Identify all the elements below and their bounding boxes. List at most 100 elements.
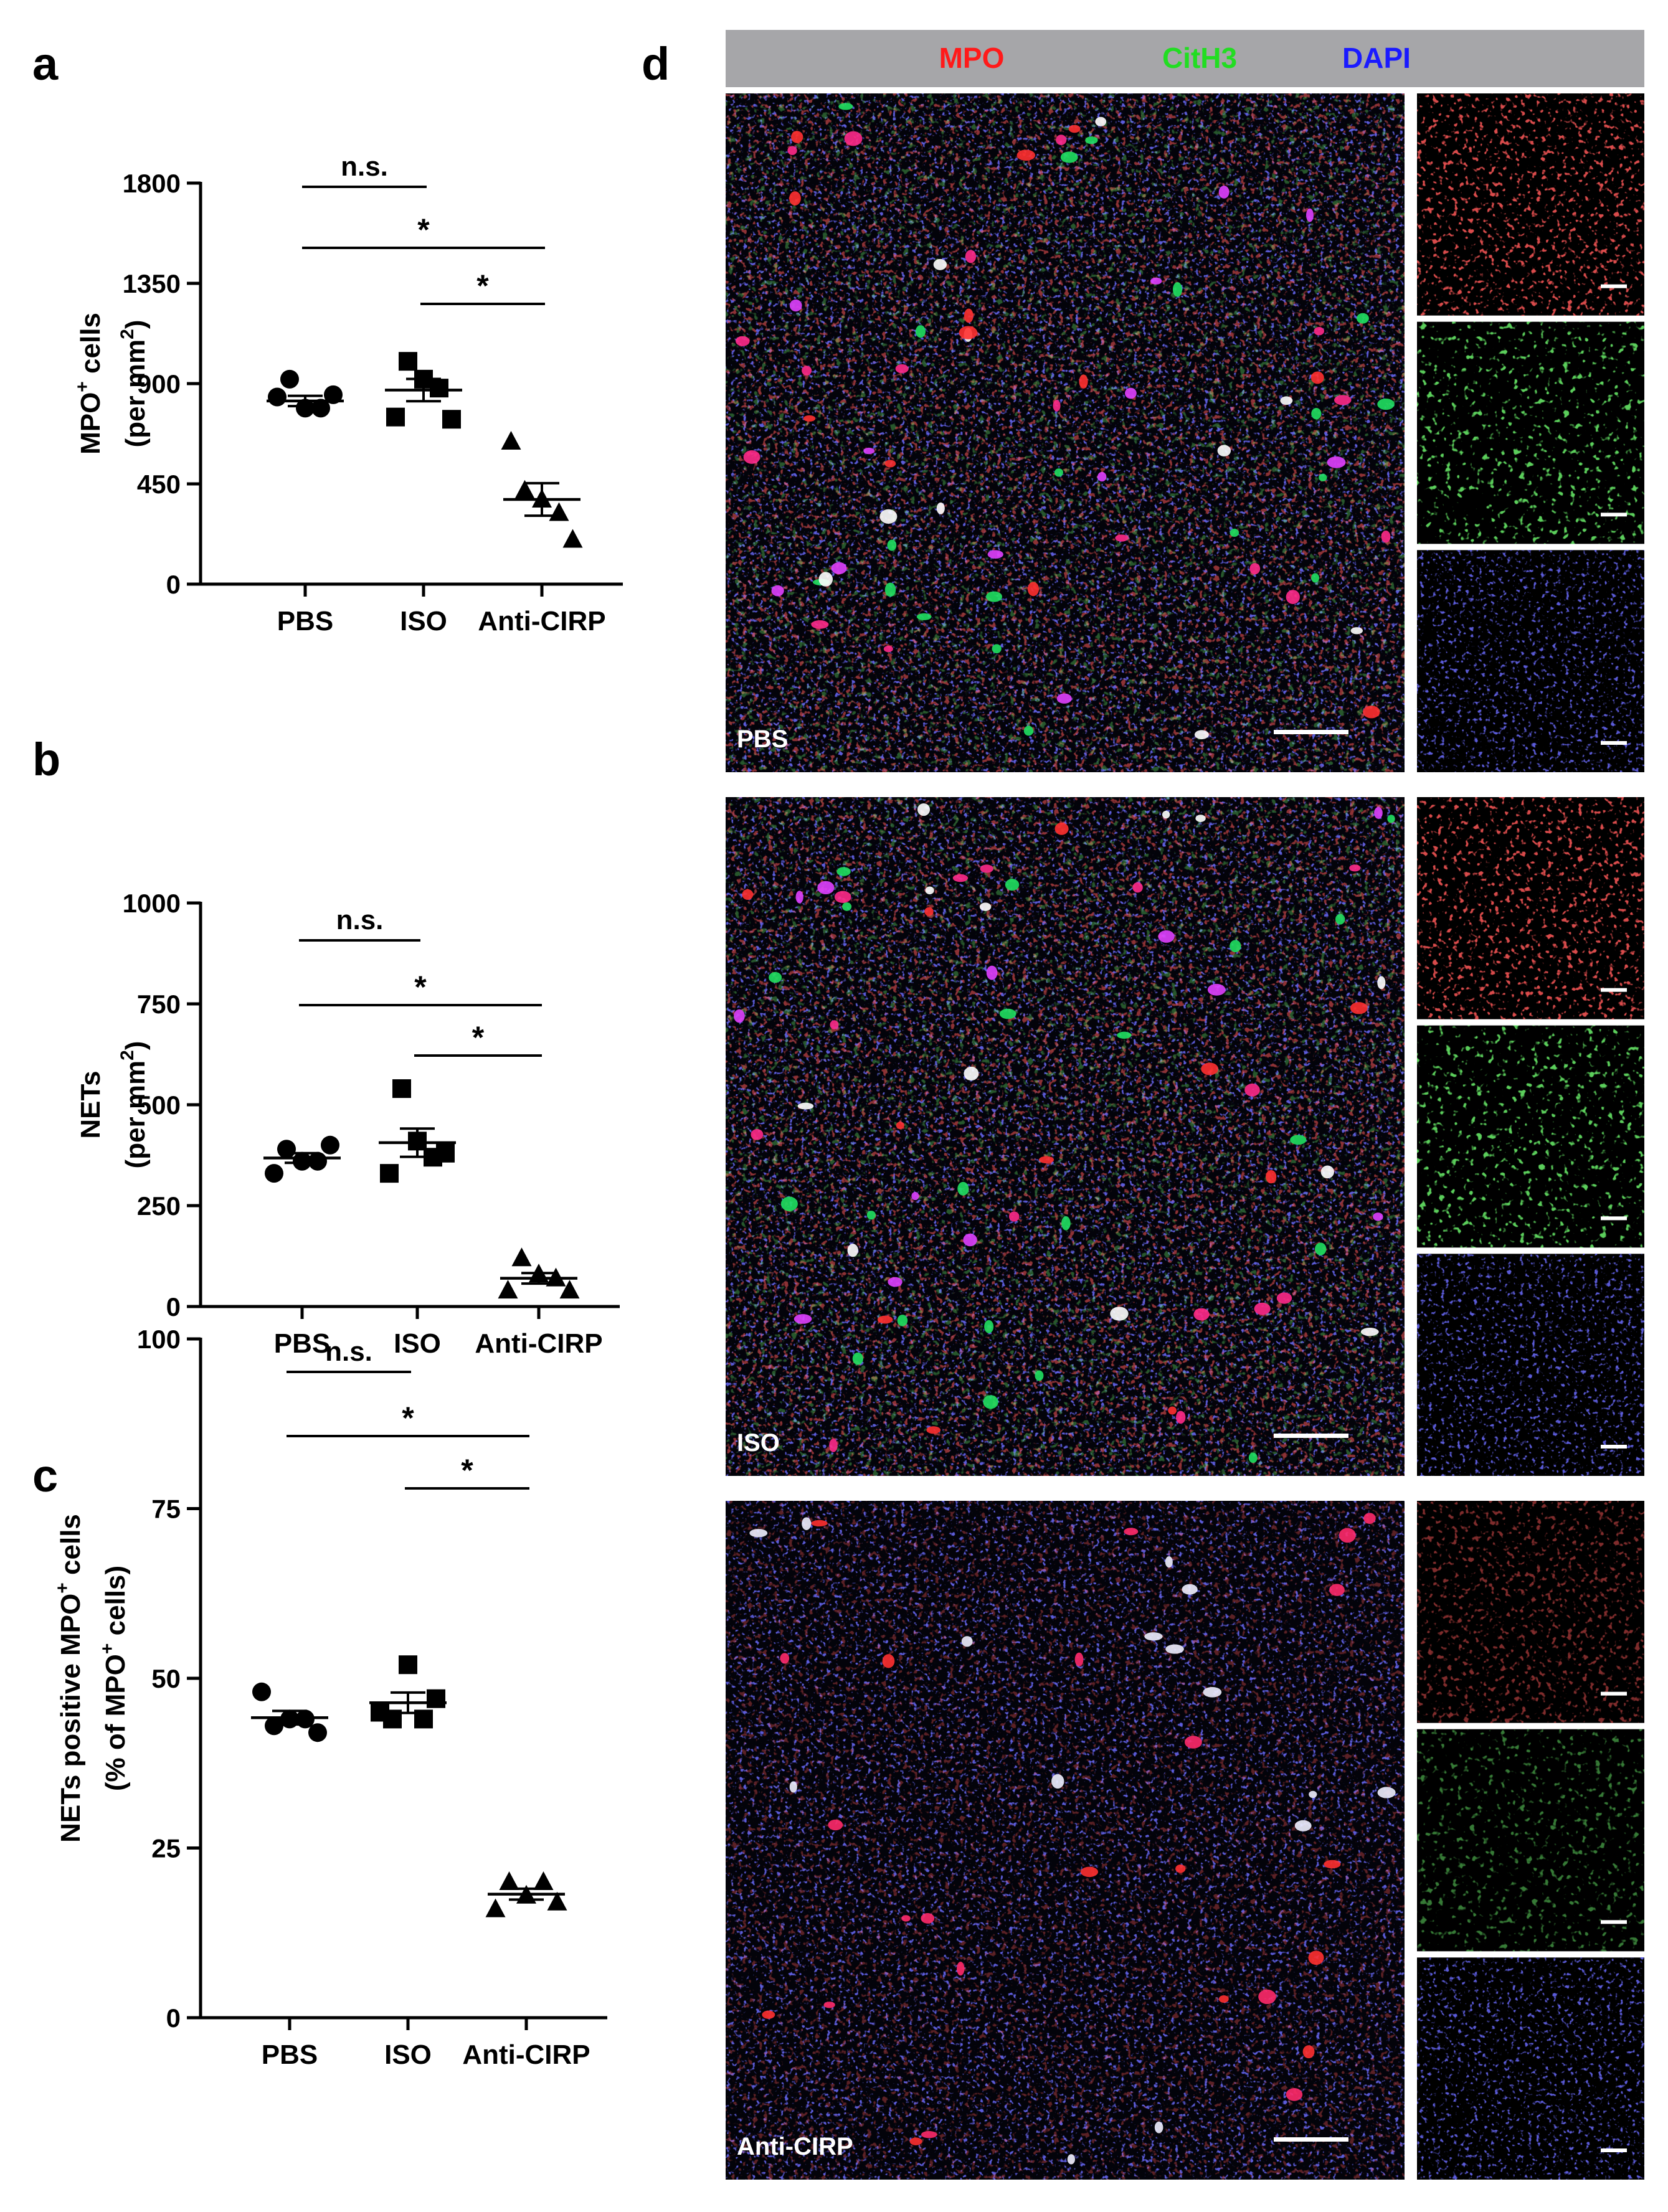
stained-cell: [1061, 1216, 1071, 1231]
y-tick-label: 25: [151, 1834, 181, 1863]
channel-image-mpo-texture: [1417, 1501, 1644, 1723]
stained-cell: [957, 1181, 969, 1196]
stained-cell: [952, 874, 969, 882]
stained-cell: [1265, 1170, 1277, 1184]
stained-cell: [1097, 471, 1107, 482]
y-tick-label: 450: [137, 470, 181, 499]
stained-cell: [1363, 705, 1380, 719]
stained-cell: [979, 902, 992, 911]
panel-letter-b: b: [32, 734, 60, 785]
stained-cell: [926, 1426, 941, 1434]
stained-cell: [1350, 1002, 1368, 1014]
stained-cell: [877, 1315, 893, 1324]
stained-cell: [1008, 1211, 1020, 1222]
stained-cell: [916, 613, 932, 620]
y-axis-label-line1-main: NETs positive MPO: [55, 1594, 86, 1843]
stained-cell: [1150, 277, 1162, 285]
stained-cell: [828, 1819, 843, 1831]
stained-cell: [736, 336, 750, 346]
x-tick-label: PBS: [274, 1328, 330, 1359]
y-tick-label: 750: [137, 990, 181, 1019]
channel-image-dapi-texture: [1417, 550, 1644, 772]
y-axis-label-line2-main: (per mm: [120, 339, 151, 448]
y-tick-label: 50: [151, 1664, 181, 1693]
header-label-mpo: MPO: [939, 42, 1005, 74]
stained-cell: [762, 2010, 775, 2019]
y-axis-label-line2-rest: ): [120, 1041, 151, 1051]
stained-cell: [789, 191, 801, 206]
stained-cell: [803, 415, 816, 422]
channel-image-dapi-texture: [1417, 1957, 1644, 2180]
y-axis-label-line1-rest: cells: [55, 1514, 86, 1582]
stained-cell: [1207, 983, 1226, 996]
micrograph-row-label: ISO: [737, 1429, 780, 1457]
scale-bar: [1601, 2148, 1627, 2152]
stained-cell: [1162, 810, 1170, 819]
stained-cell: [802, 1517, 812, 1531]
scale-bar: [1274, 2137, 1348, 2142]
stained-cell: [901, 1915, 911, 1922]
stained-cell: [1308, 1950, 1324, 1965]
significance-label: *: [417, 212, 430, 247]
stained-cell: [866, 1211, 876, 1220]
channel-image-mpo-texture: [1417, 93, 1644, 316]
stained-cell: [1363, 1513, 1376, 1524]
stained-cell: [780, 1196, 798, 1211]
scale-bar: [1601, 1445, 1627, 1449]
stained-cell: [933, 258, 947, 270]
y-tick-label: 0: [166, 1292, 181, 1321]
stained-cell: [1193, 1308, 1210, 1321]
stained-cell: [1319, 473, 1327, 481]
x-tick-label: PBS: [262, 2039, 318, 2070]
data-point-triangle: [549, 502, 569, 521]
data-point-circle: [308, 1151, 327, 1171]
stained-cell: [790, 131, 803, 143]
stained-cell: [1335, 914, 1345, 925]
stained-cell: [734, 1009, 745, 1023]
stained-cell: [936, 502, 945, 514]
y-axis-label-line2: (per mm2): [117, 320, 151, 448]
stained-cell: [925, 886, 934, 895]
stained-cell: [1035, 1370, 1044, 1381]
stained-cell: [1248, 1452, 1258, 1463]
stained-cell: [1067, 2154, 1075, 2165]
data-point-triangle: [511, 1247, 532, 1267]
stained-cell: [769, 971, 782, 983]
stained-cell: [879, 509, 898, 524]
data-point-square: [392, 1079, 411, 1099]
significance-label: n.s.: [341, 151, 388, 182]
y-axis-label-line1-superscript: +: [72, 381, 93, 392]
stained-cell: [1124, 1528, 1139, 1536]
stained-cell: [1176, 1411, 1186, 1424]
stained-cell: [1381, 531, 1391, 543]
stained-cell: [965, 250, 977, 263]
stained-cell: [887, 539, 897, 551]
stained-cell: [882, 1654, 895, 1668]
stained-cell: [863, 447, 874, 455]
data-point-circle: [252, 1682, 271, 1701]
significance-label: *: [461, 1453, 473, 1488]
micrograph-row-1: PBS: [726, 93, 1644, 772]
data-point-triangle: [559, 1280, 580, 1299]
stained-cell: [911, 1191, 919, 1201]
stained-cell: [834, 891, 851, 903]
channel-image-dapi-texture: [1417, 1254, 1644, 1476]
stained-cell: [1194, 730, 1209, 740]
stained-cell: [999, 1008, 1016, 1019]
stained-cell: [964, 308, 974, 323]
stained-cell: [1165, 1556, 1173, 1568]
stained-cell: [1302, 2045, 1315, 2059]
micrograph-row-2: ISO: [726, 797, 1644, 1476]
y-tick-label: 500: [137, 1090, 181, 1120]
significance-label: *: [414, 970, 427, 1004]
y-axis-label-line2-superscript: +: [97, 1643, 118, 1655]
stained-cell: [1068, 125, 1081, 133]
stained-cell: [1172, 281, 1182, 297]
merged-image-cith3-texture: [726, 797, 1405, 1476]
stained-cell: [1230, 940, 1241, 953]
stained-cell: [963, 1233, 977, 1247]
data-point-triangle: [498, 1280, 518, 1299]
y-axis-label-line2-main: (per mm: [120, 1061, 151, 1169]
stained-cell: [817, 881, 835, 895]
y-tick-label: 250: [137, 1191, 181, 1221]
